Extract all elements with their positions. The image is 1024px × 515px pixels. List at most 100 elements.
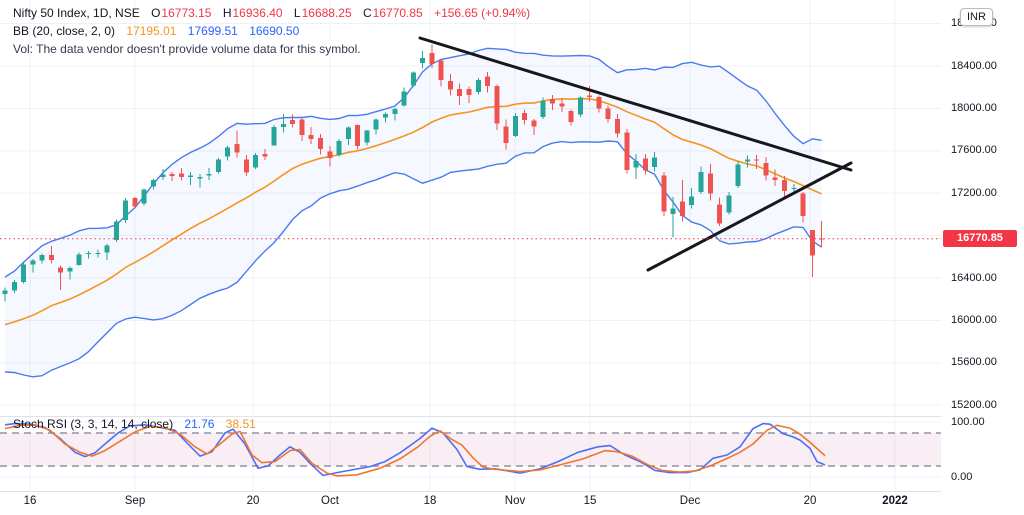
stoch-d-value: 38.51 xyxy=(225,417,256,431)
stoch-d-line xyxy=(4,423,826,477)
candle-body xyxy=(188,175,194,177)
symbol-title: Nifty 50 Index, 1D, NSE xyxy=(13,6,140,20)
time-tick-label: Dec xyxy=(679,495,701,507)
candle-body xyxy=(605,108,611,120)
candle-body xyxy=(11,281,17,291)
candle-body xyxy=(262,153,268,157)
bb-legend-row[interactable]: BB (20, close, 2, 0) 17195.01 17699.51 1… xyxy=(13,22,530,40)
price-tick-label: 16000.00 xyxy=(951,313,997,326)
candle-body xyxy=(141,189,147,204)
symbol-legend-row[interactable]: Nifty 50 Index, 1D, NSE O16773.15 H16936… xyxy=(13,4,530,22)
close-label: C xyxy=(363,6,372,20)
time-tick-label: Sep xyxy=(124,495,146,507)
candle-body xyxy=(800,193,806,216)
trendline[interactable] xyxy=(418,36,853,172)
candle-body xyxy=(633,161,639,168)
candle-body xyxy=(364,130,370,143)
candle-body xyxy=(225,147,231,157)
price-tick-label: 15600.00 xyxy=(951,356,997,369)
time-axis[interactable]: 16 Sep 20 Oct 18 Nov 15 Dec 20 2022 xyxy=(0,492,941,515)
candle-body xyxy=(373,119,379,130)
candle-body xyxy=(772,177,778,181)
low-value: 16688.25 xyxy=(301,6,352,20)
candle-body xyxy=(531,120,537,127)
candle-body xyxy=(169,174,175,177)
stoch-band-fill xyxy=(0,433,941,466)
candle-body xyxy=(150,180,156,187)
candle-body xyxy=(132,198,138,207)
candle-body xyxy=(178,173,184,177)
trendline[interactable] xyxy=(646,161,853,272)
candle-body xyxy=(726,195,732,213)
candle-body xyxy=(308,135,314,140)
bb-upper-value: 17699.51 xyxy=(187,24,238,38)
candle-body xyxy=(540,101,546,117)
candle-body xyxy=(819,238,825,240)
candle-body xyxy=(512,115,518,136)
candle-body xyxy=(577,97,583,115)
candle-body xyxy=(215,159,221,172)
candle-body xyxy=(596,97,602,109)
candle-body xyxy=(401,91,407,106)
stoch-rsi-title: Stoch RSI (3, 3, 14, 14, close) xyxy=(13,417,174,431)
candle-body xyxy=(280,123,286,128)
time-tick-label: 20 xyxy=(246,495,260,507)
stoch-k-value: 21.76 xyxy=(184,417,215,431)
price-axis[interactable]: INR 16770.85 18800.0018400.0018000.00176… xyxy=(941,0,1024,515)
stoch-tick-label: 0.00 xyxy=(951,470,973,483)
candle-body xyxy=(744,159,750,162)
candle-body xyxy=(336,141,342,156)
candle-body xyxy=(271,127,277,146)
candle-body xyxy=(420,57,426,64)
candle-body xyxy=(39,255,45,261)
chart-legend: Nifty 50 Index, 1D, NSE O16773.15 H16936… xyxy=(13,4,530,58)
candle-body xyxy=(253,154,259,168)
candle-body xyxy=(318,138,324,149)
candle-body xyxy=(735,164,741,187)
candle-body xyxy=(123,200,129,221)
close-value: 16770.85 xyxy=(372,6,423,20)
open-value: 16773.15 xyxy=(161,6,212,20)
candle-body xyxy=(410,72,416,86)
candle-body xyxy=(782,179,788,191)
price-tick-label: 15200.00 xyxy=(951,398,997,411)
candle-body xyxy=(160,174,166,177)
candle-body xyxy=(485,76,491,87)
bb-lower-value: 16690.50 xyxy=(249,24,300,38)
candle-body xyxy=(809,229,815,256)
volume-unavailable-note: Vol: The data vendor doesn't provide vol… xyxy=(13,42,361,56)
candle-body xyxy=(299,119,305,136)
time-tick-label: 18 xyxy=(423,495,437,507)
bb-lower-band xyxy=(4,140,822,378)
candle-body xyxy=(642,158,648,171)
candle-body xyxy=(429,53,435,64)
price-tick-label: 16400.00 xyxy=(951,271,997,284)
candle-body xyxy=(58,267,64,273)
candle-body xyxy=(624,132,630,171)
candle-body xyxy=(550,98,556,104)
high-label: H xyxy=(222,6,232,20)
candle-body xyxy=(113,221,119,241)
time-tick-label: 15 xyxy=(583,495,597,507)
high-value: 16936.40 xyxy=(232,6,283,20)
stoch-tick-label: 100.00 xyxy=(951,415,985,428)
candle-body xyxy=(707,173,713,194)
candle-body xyxy=(48,255,54,261)
candle-body xyxy=(559,103,565,107)
currency-button[interactable]: INR xyxy=(960,8,993,26)
candle-body xyxy=(95,252,101,254)
candle-body xyxy=(791,188,797,190)
candle-body xyxy=(689,196,695,206)
candle-body xyxy=(392,109,398,114)
candle-body xyxy=(522,113,528,121)
stoch-rsi-legend-row[interactable]: Stoch RSI (3, 3, 14, 14, close) 21.76 38… xyxy=(13,416,256,433)
last-price-badge: 16770.85 xyxy=(943,230,1017,248)
candle-body xyxy=(76,254,82,265)
candle-body xyxy=(355,125,361,146)
bb-basis-line xyxy=(4,97,822,326)
time-tick-label: 2022 xyxy=(882,495,908,507)
candle-body xyxy=(290,120,296,124)
candle-body xyxy=(763,162,769,176)
